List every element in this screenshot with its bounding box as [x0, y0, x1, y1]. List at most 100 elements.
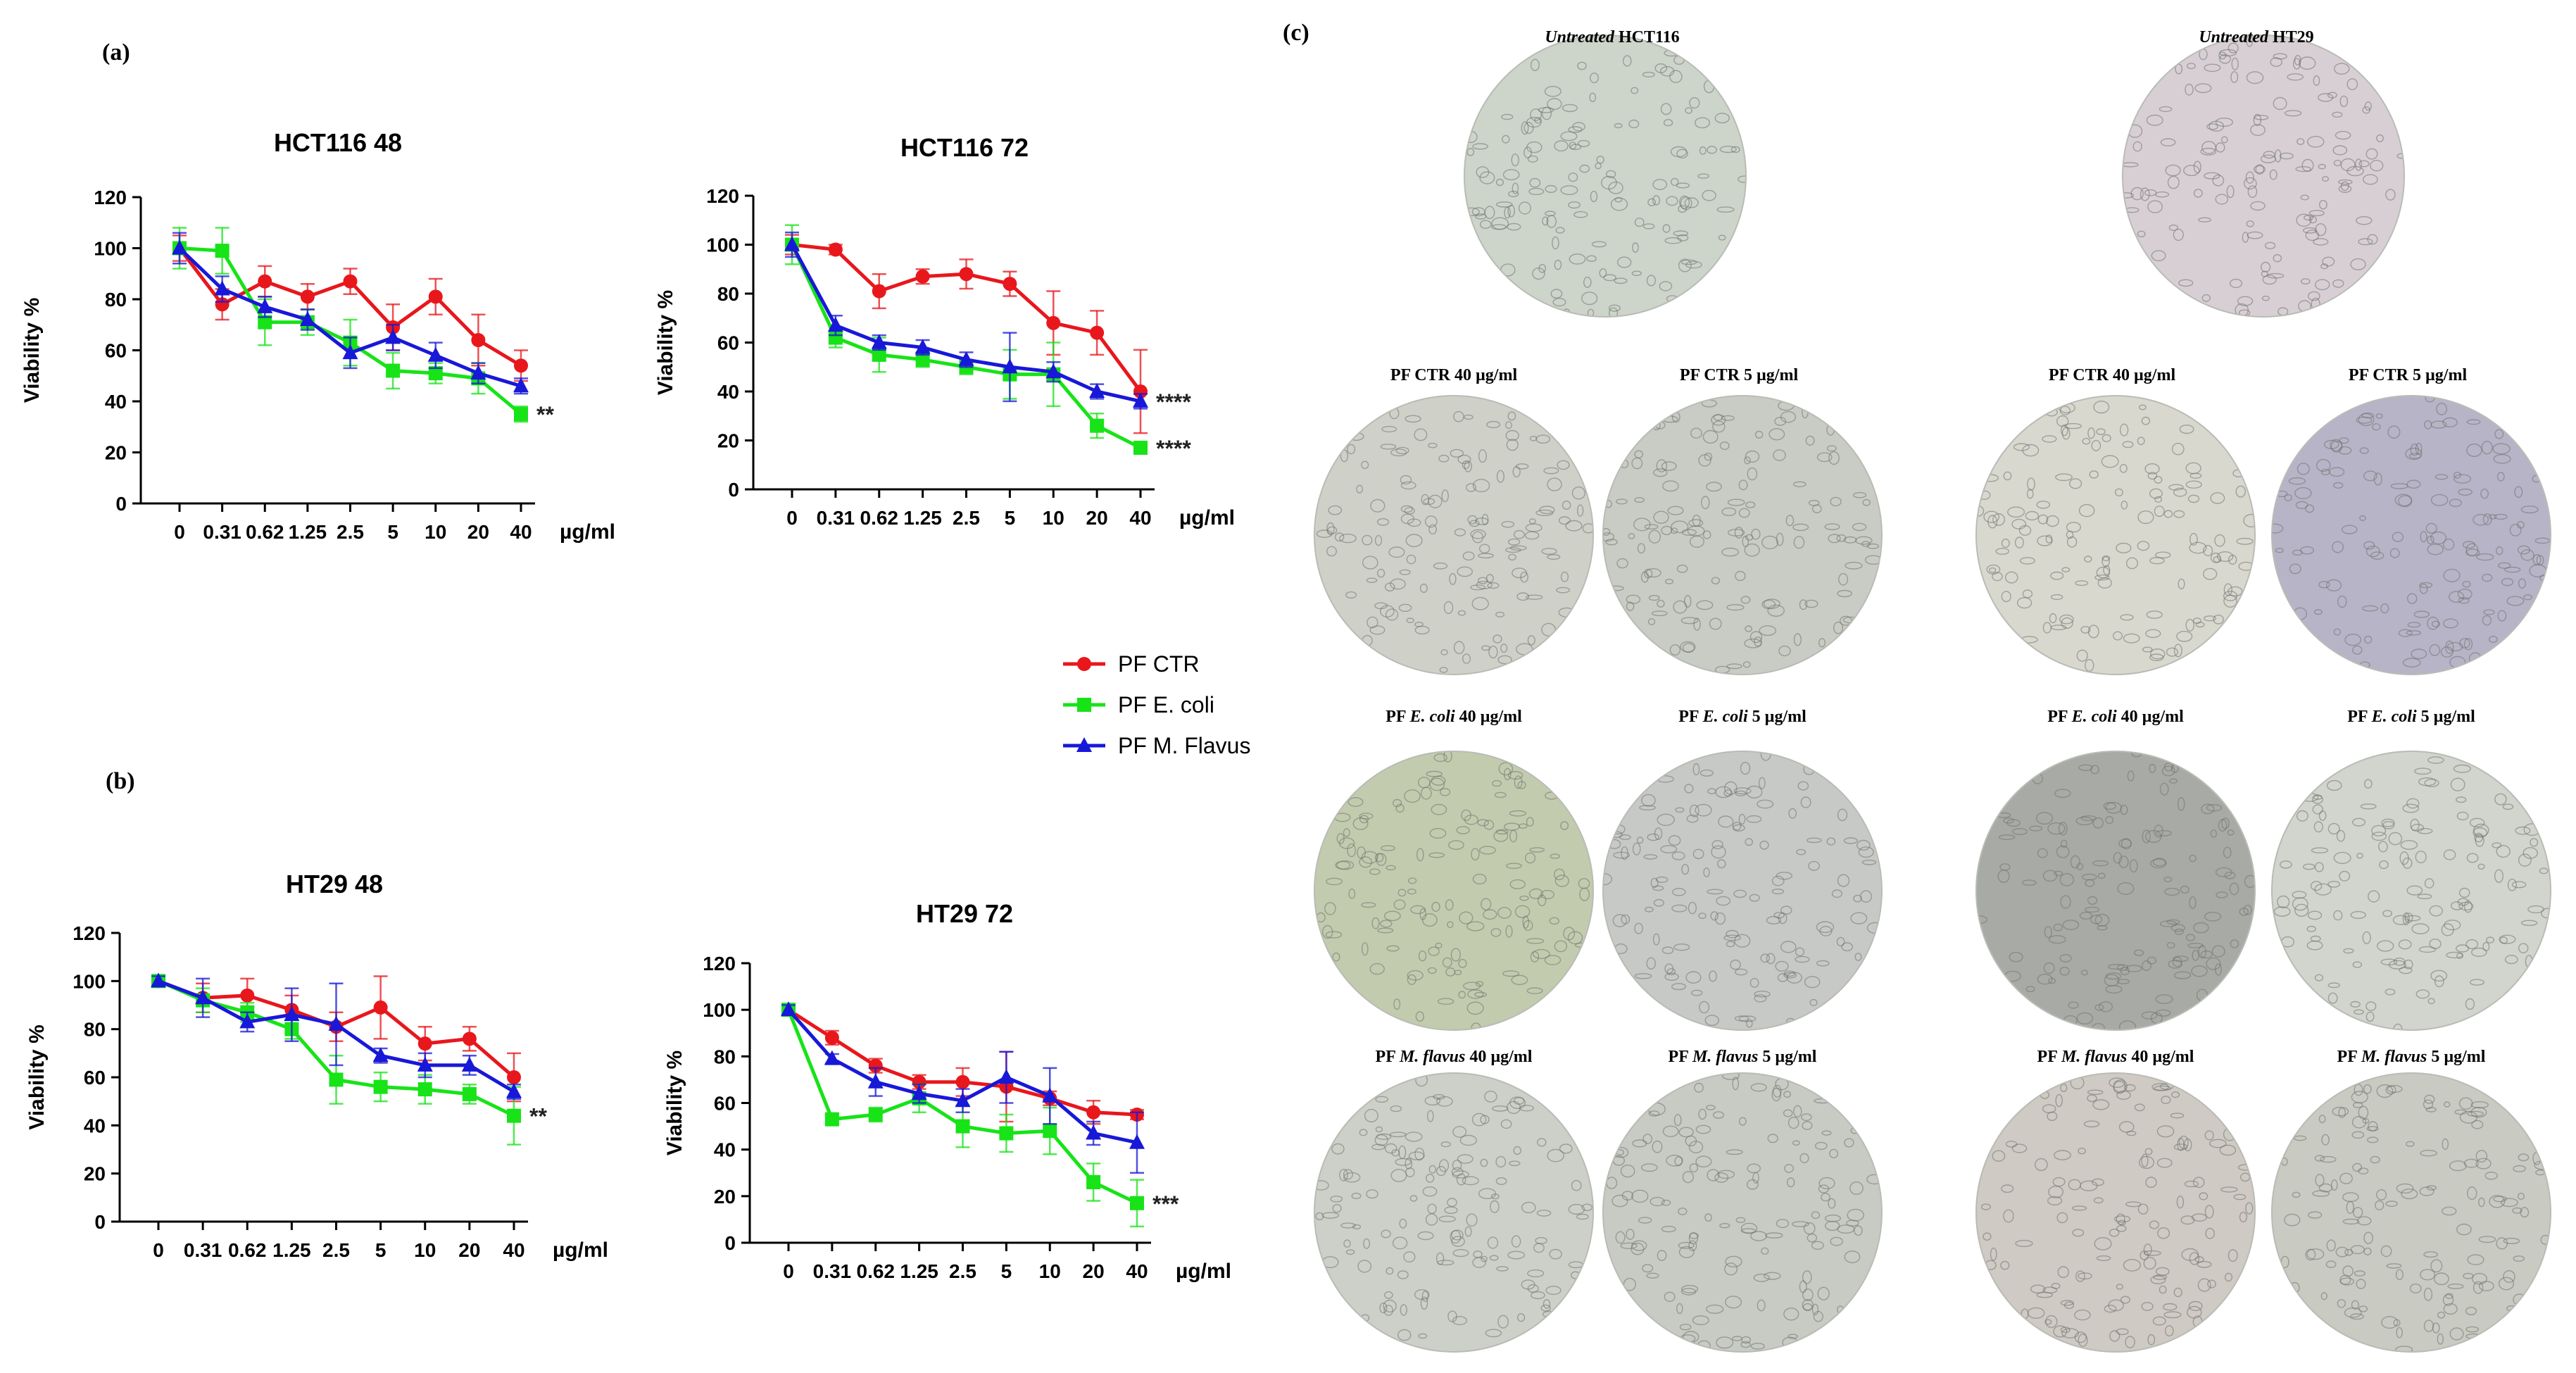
cell [2423, 1287, 2433, 1301]
cell [2145, 629, 2161, 639]
data-point [868, 1058, 883, 1073]
cell [2515, 826, 2531, 835]
data-point [461, 1056, 477, 1072]
cell [1682, 643, 1695, 653]
cell [1535, 434, 1551, 444]
cell [2143, 1257, 2156, 1270]
cell [2338, 184, 2352, 193]
cell [1706, 482, 1722, 492]
cell [1853, 491, 1867, 499]
cell [1507, 190, 1519, 198]
cell [2380, 603, 2389, 614]
cell [2296, 213, 2312, 227]
cell [1459, 1134, 1478, 1146]
cell [1433, 562, 1448, 570]
micrograph-label: PF CTR 5 µg/ml [1680, 366, 1799, 384]
micrograph-hct116-mflavus40: PF M. flavus 40 µg/ml [1314, 1048, 1594, 1353]
cell [1726, 941, 1735, 948]
cell [2042, 435, 2057, 443]
label-italic: Untreated [2199, 28, 2269, 46]
cell [2116, 542, 2132, 553]
cell [1464, 460, 1473, 472]
cell [2036, 1291, 2054, 1298]
y-tick-label: 40 [105, 391, 127, 413]
cell [1642, 1264, 1654, 1273]
cell [2203, 568, 2218, 580]
cell [2471, 1272, 2487, 1285]
cell [2320, 1155, 2337, 1163]
cell [2048, 935, 2066, 944]
cell [1778, 645, 1791, 657]
cell [2509, 524, 2522, 537]
cell [1369, 868, 1381, 875]
cell [2141, 960, 2151, 971]
micrograph-rim [2271, 1072, 2551, 1353]
cell [1577, 139, 1590, 147]
cell [1745, 1019, 1753, 1028]
cell [2466, 853, 2479, 863]
cell [2070, 855, 2080, 869]
cell [1653, 468, 1668, 477]
cell [1348, 889, 1356, 899]
series-pf-m-flavus [151, 972, 522, 1100]
cell [2277, 895, 2290, 908]
cell [2287, 73, 2304, 81]
cell [1386, 1267, 1394, 1275]
cell [2227, 829, 2235, 836]
cell [2141, 1153, 2149, 1167]
cell [1440, 1141, 1451, 1148]
cell [2427, 998, 2435, 1005]
cell [2011, 1143, 2028, 1153]
label-prefix: PF [1678, 708, 1702, 726]
x-tick-label: 5 [375, 1239, 387, 1261]
cell [2123, 1259, 2141, 1272]
cell [1527, 635, 1535, 646]
cell [1685, 971, 1702, 984]
cell [1458, 958, 1467, 968]
cell [2308, 1211, 2323, 1219]
cell [2056, 1212, 2068, 1224]
cell [2488, 514, 2497, 520]
micrograph-label: PF M. flavus 5 µg/ml [2337, 1048, 2486, 1066]
cell [2052, 1177, 2066, 1187]
data-point [828, 330, 843, 345]
cell [1749, 894, 1760, 902]
cell [1573, 211, 1588, 218]
cell [1646, 1272, 1659, 1279]
cell [1547, 477, 1562, 491]
y-tick-label: 0 [724, 1232, 736, 1254]
cell [2503, 1237, 2520, 1244]
cell [1733, 787, 1752, 795]
cell [2355, 158, 2362, 171]
cell [1746, 815, 1762, 823]
x-tick-label: 0 [786, 507, 798, 529]
label-italic: E. coli [1409, 708, 1455, 726]
cell [1425, 1174, 1435, 1183]
cell [2313, 821, 2323, 833]
series-pf-e-coli [172, 227, 528, 423]
cell [1712, 420, 1726, 433]
data-point [386, 363, 401, 378]
cell [1576, 1213, 1589, 1220]
cell [1987, 515, 1998, 529]
cell [2518, 1153, 2530, 1162]
cell [1616, 558, 1628, 569]
cell [2413, 767, 2432, 775]
cell [1726, 929, 1739, 939]
cell [1694, 1082, 1704, 1093]
cell [2173, 487, 2187, 497]
cell [2326, 1239, 2336, 1252]
cell [1415, 1011, 1425, 1022]
cell [2167, 175, 2180, 189]
cell [1866, 1174, 1882, 1185]
cell [1776, 532, 1784, 546]
cell [2250, 124, 2266, 137]
data-point [915, 339, 931, 354]
cell [1428, 442, 1438, 449]
cell [1502, 134, 1510, 144]
cell [1802, 1289, 1814, 1301]
cell [1866, 543, 1880, 549]
cell [1776, 1219, 1790, 1229]
cell [2030, 1284, 2046, 1294]
y-tick-label: 120 [94, 187, 127, 208]
